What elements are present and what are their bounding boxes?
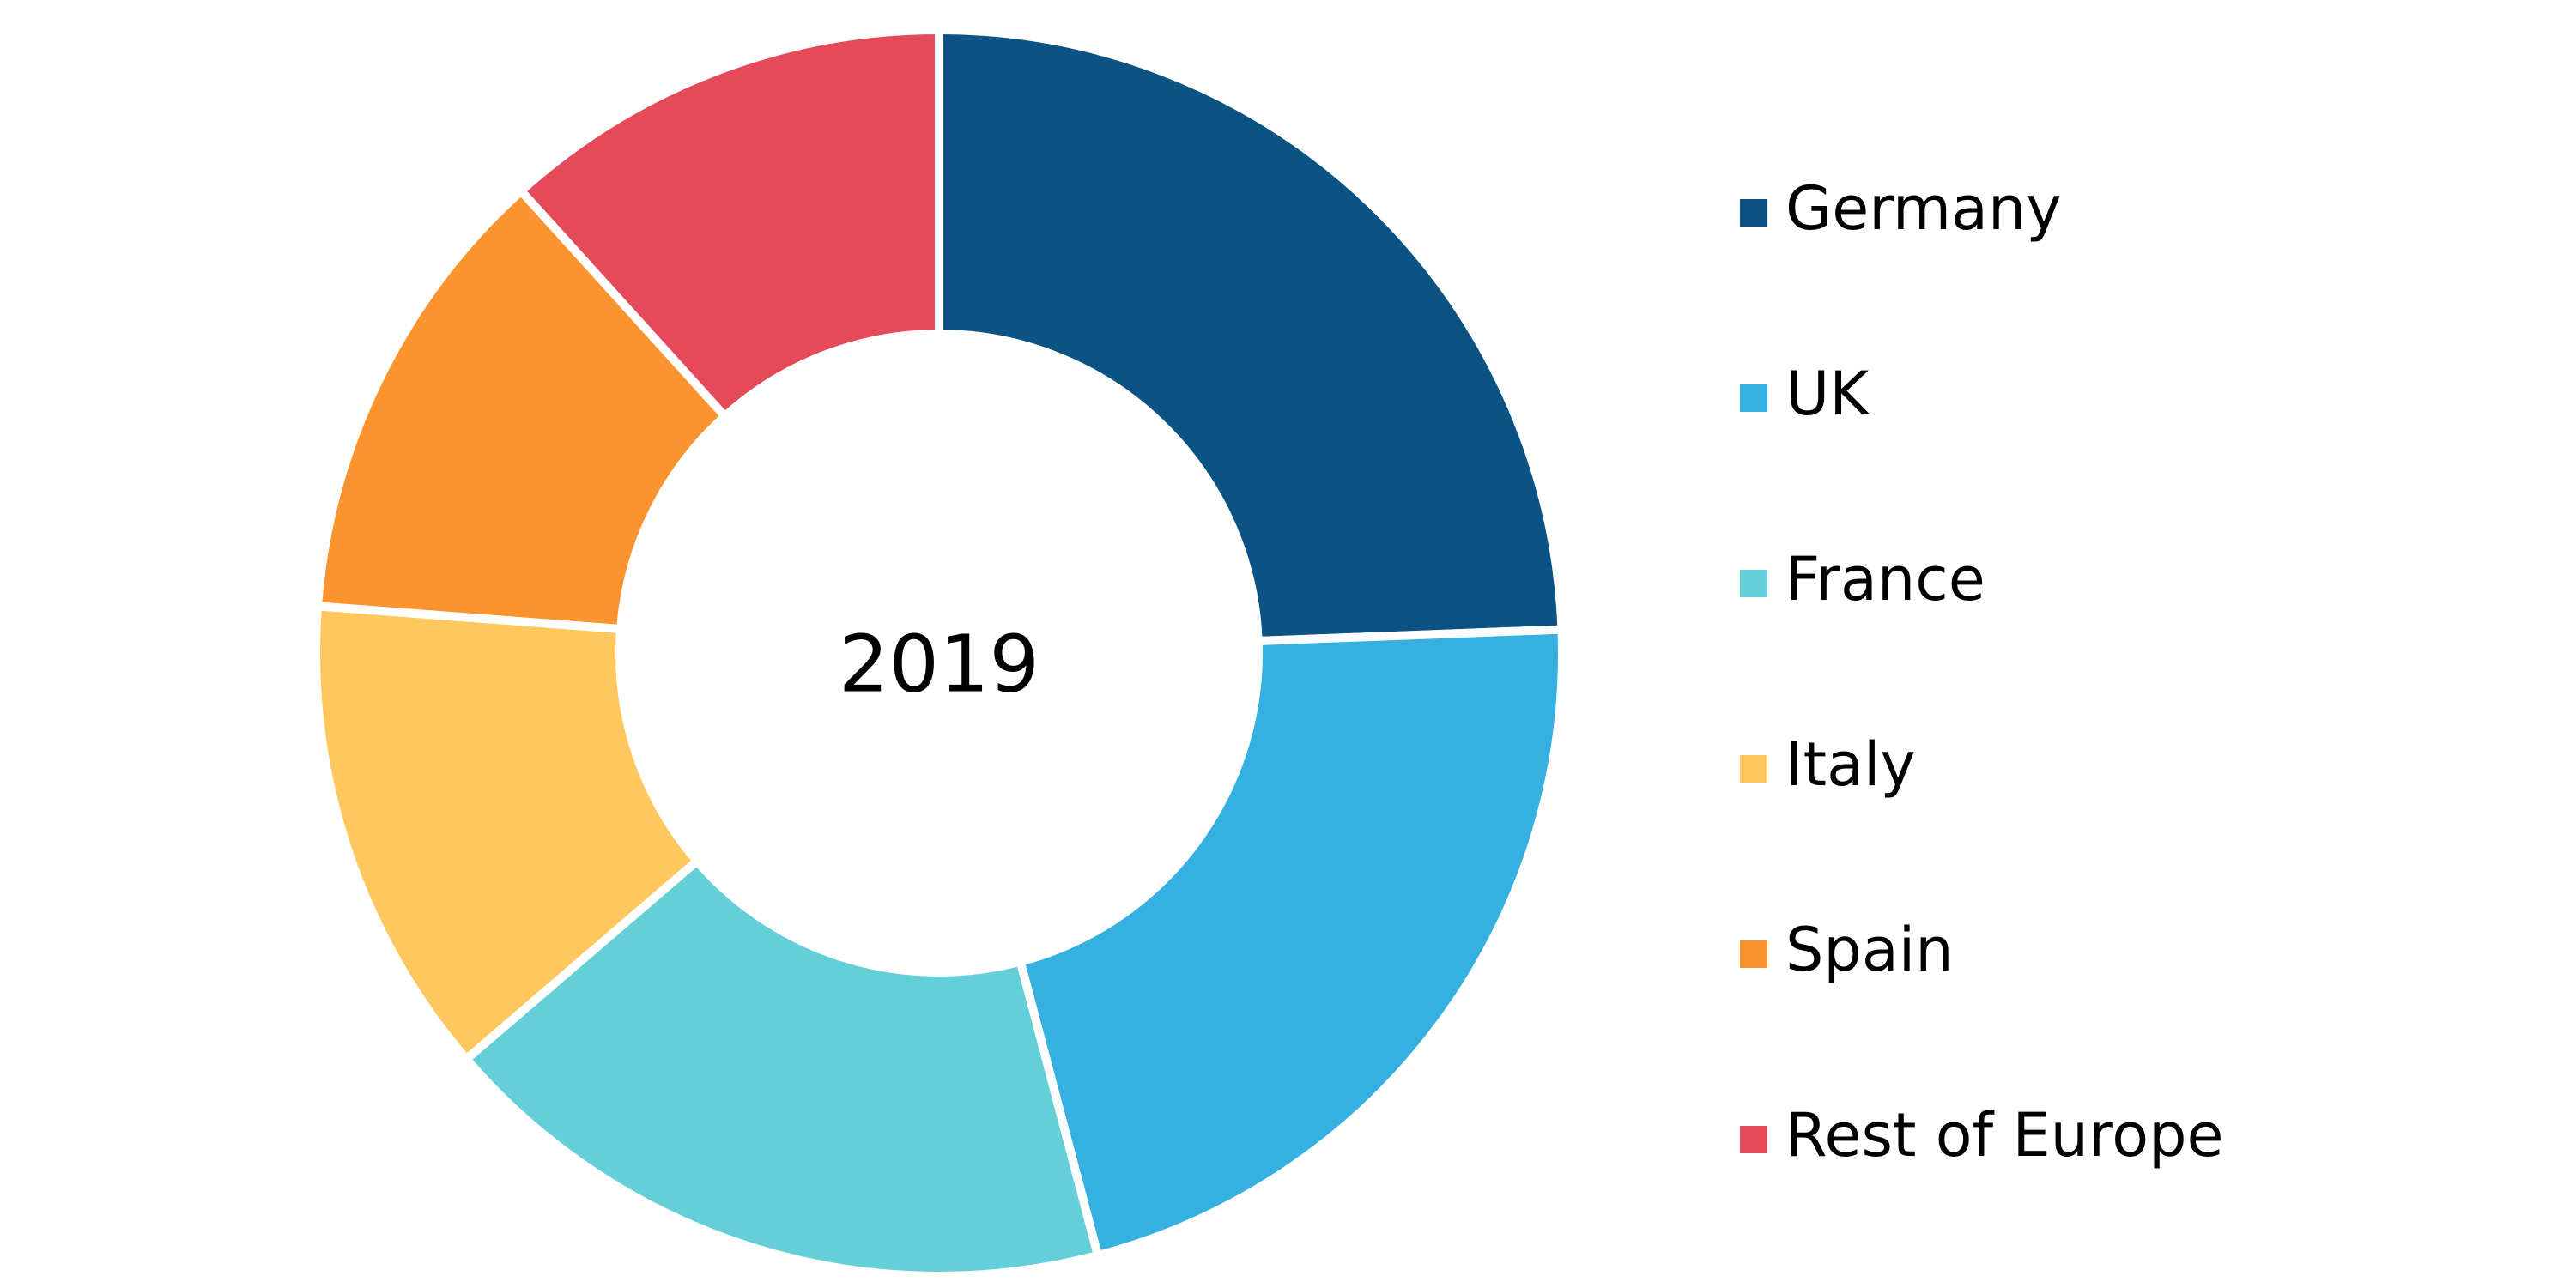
legend-swatch bbox=[1740, 199, 1767, 227]
donut-slice bbox=[312, 184, 731, 634]
center-label: 2019 bbox=[839, 618, 1039, 710]
legend: Germany UK France Italy Spain Rest of Europe bbox=[1740, 173, 2224, 1170]
legend-label: UK bbox=[1785, 359, 1870, 429]
legend-swatch bbox=[1740, 570, 1767, 597]
legend-label: France bbox=[1785, 544, 1985, 614]
legend-label: Spain bbox=[1785, 915, 1954, 985]
legend-label: Rest of Europe bbox=[1785, 1100, 2224, 1170]
legend-label: Italy bbox=[1785, 729, 1916, 800]
donut-slice bbox=[935, 25, 1567, 646]
donut bbox=[312, 25, 1567, 1280]
legend-swatch bbox=[1740, 1126, 1767, 1153]
legend-swatch bbox=[1740, 384, 1767, 412]
legend-label: Germany bbox=[1785, 173, 2062, 244]
donut-slice bbox=[312, 601, 703, 1066]
donut-slice bbox=[1015, 625, 1567, 1261]
donut-slice bbox=[460, 855, 1104, 1280]
legend-swatch bbox=[1740, 755, 1767, 783]
legend-swatch bbox=[1740, 940, 1767, 968]
donut-slice bbox=[515, 25, 943, 423]
